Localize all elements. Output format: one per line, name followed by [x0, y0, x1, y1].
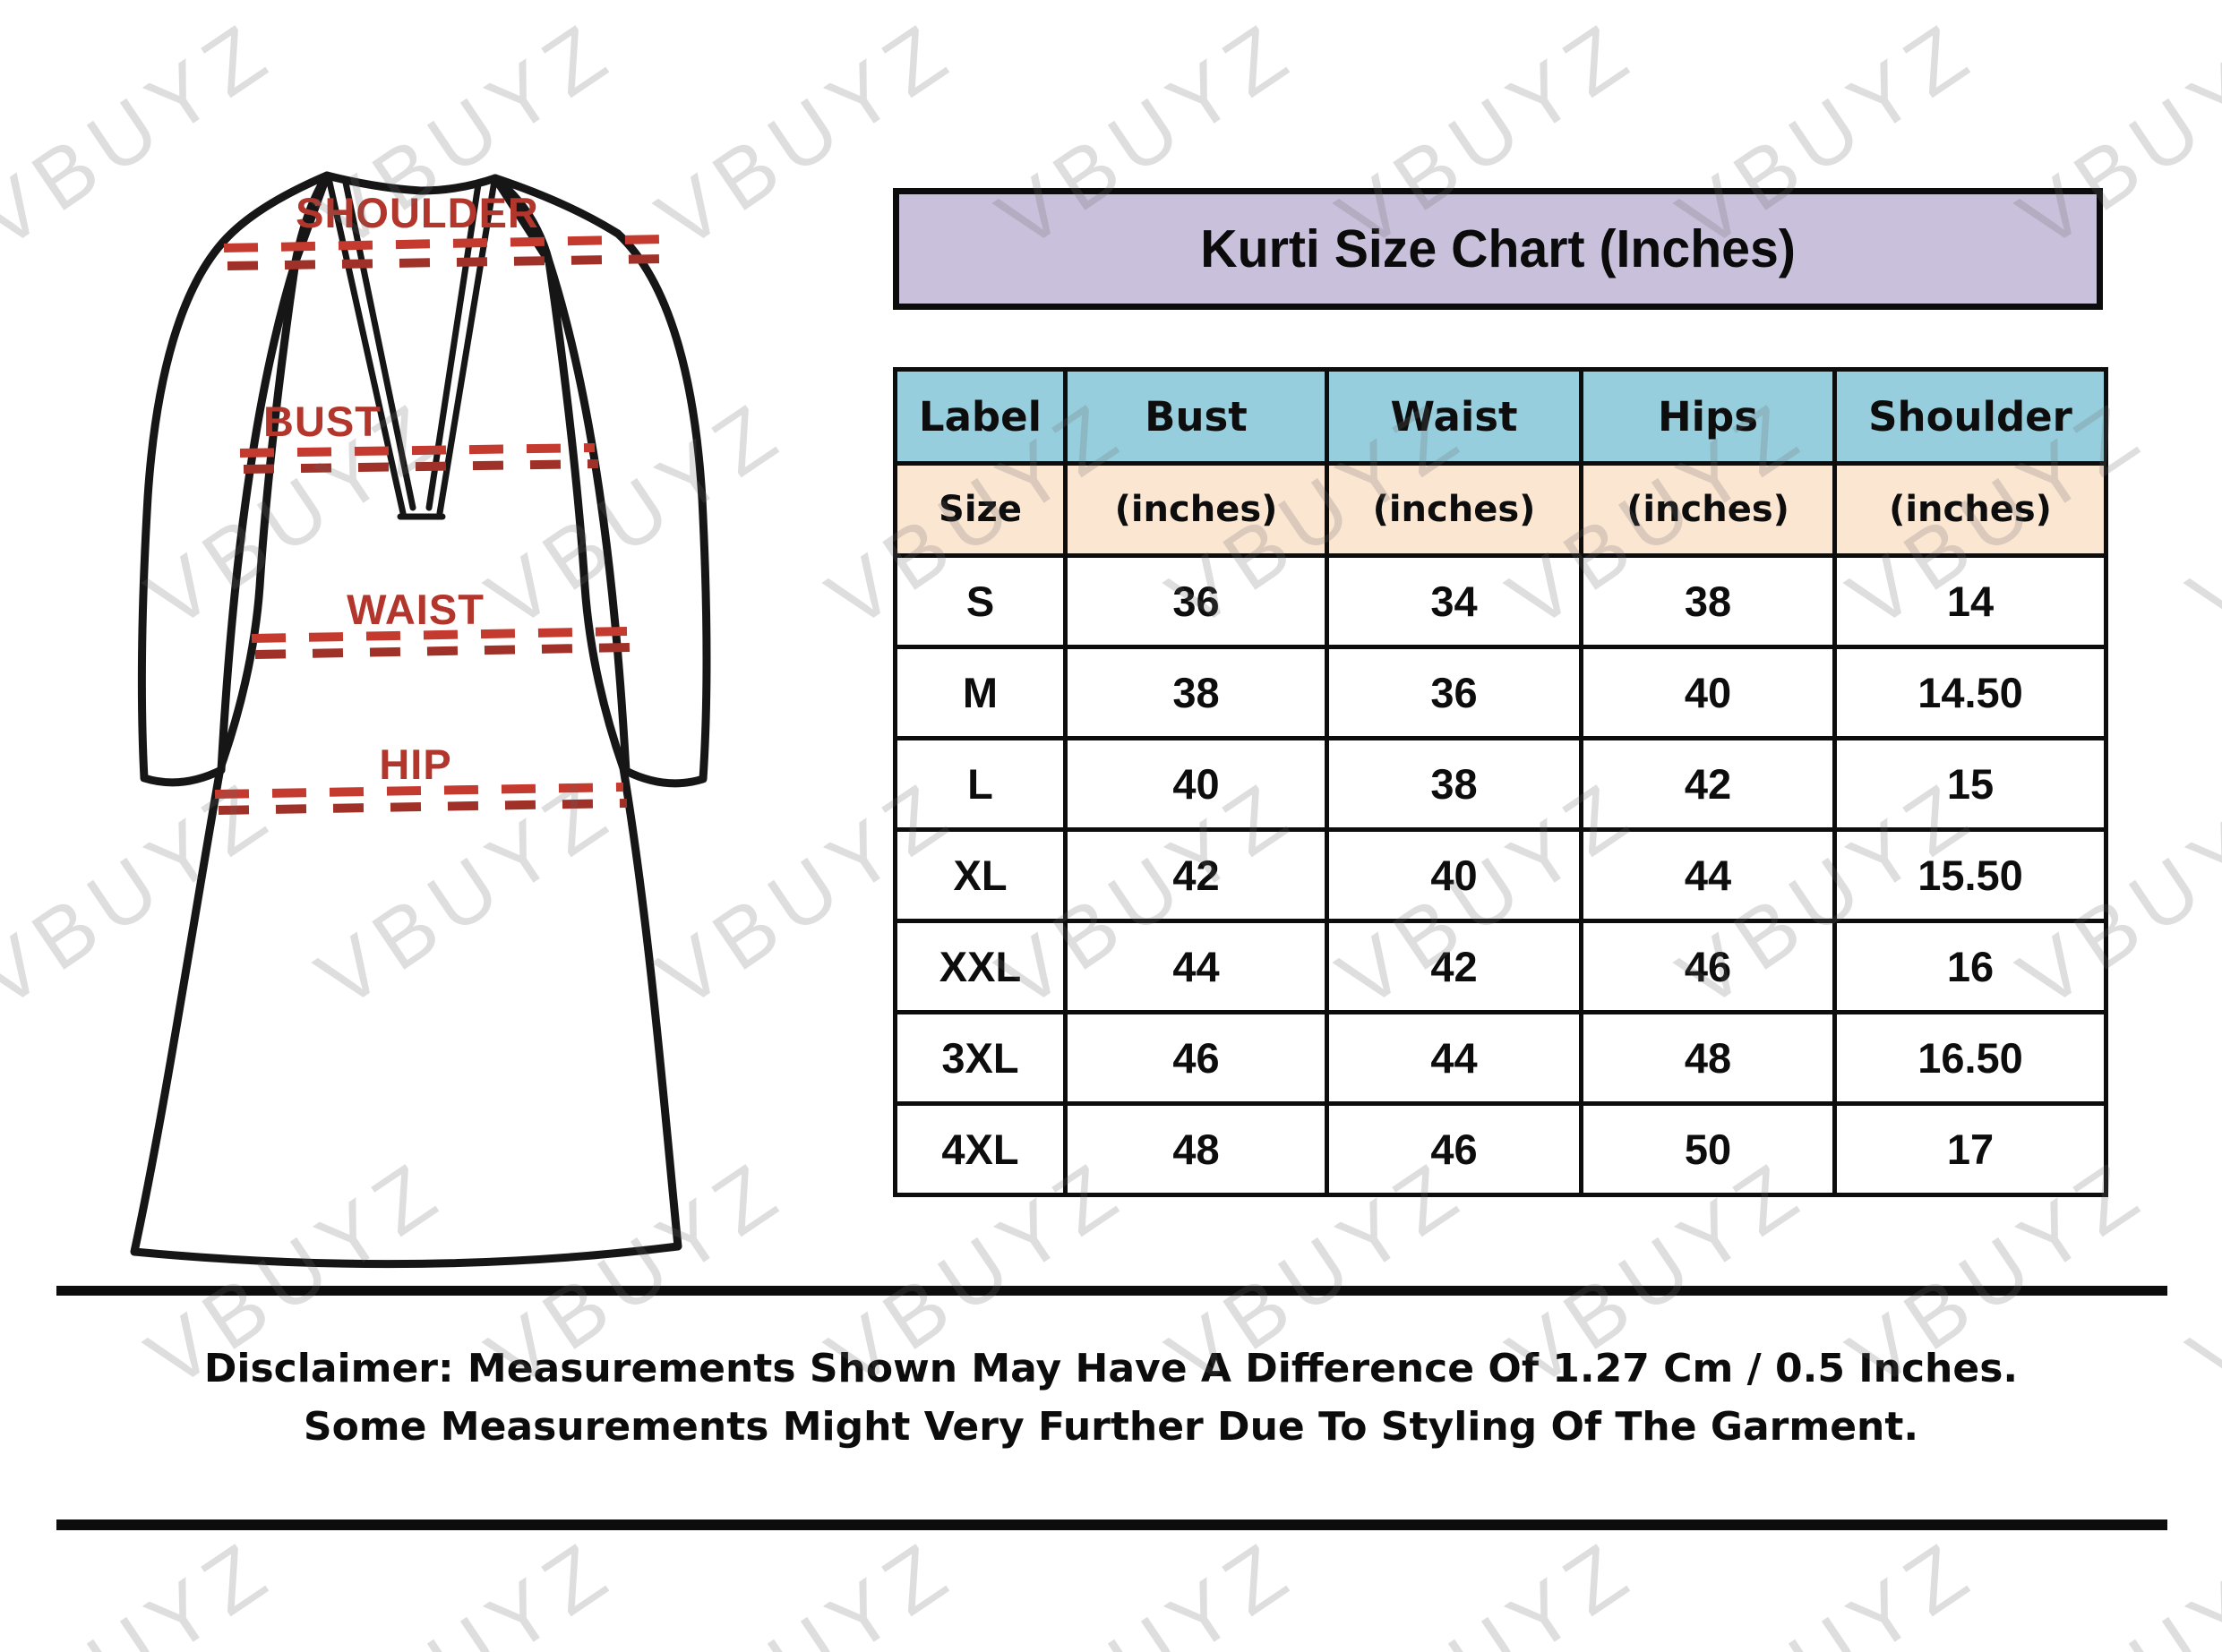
size-table-row: S 36 34 38 14 — [893, 553, 2108, 649]
col-header-shoulder: Shoulder — [1832, 367, 2108, 466]
col-header-label: Label — [893, 367, 1068, 466]
disclaimer-text: Disclaimer: Measurements Shown May Have … — [0, 1340, 2222, 1456]
hips-measurement-cell: 46 — [1579, 919, 1837, 1014]
size-table-row: M 38 36 40 14.50 — [893, 645, 2108, 740]
waist-measurement-cell: 38 — [1325, 736, 1583, 832]
kurti-right-sleeve — [491, 174, 711, 788]
hips-measurement-cell: 44 — [1579, 827, 1837, 923]
waist-measurement-cell: 36 — [1325, 645, 1583, 740]
shoulder-measurement-cell: 14 — [1832, 553, 2108, 649]
waist-measure-line — [251, 627, 631, 659]
subheader-inches-4: (inches) — [1832, 461, 2108, 558]
hips-measurement-cell: 38 — [1579, 553, 1837, 649]
waist-label: WAIST — [347, 586, 485, 633]
waist-measurement-cell: 42 — [1325, 919, 1583, 1014]
kurti-left-sleeve — [137, 171, 331, 787]
size-table-row: 4XL 48 46 50 17 — [893, 1101, 2108, 1197]
bust-measurement-cell: 38 — [1063, 645, 1329, 740]
size-chart-table: Label Bust Waist Hips Shoulder Size (inc… — [893, 367, 2108, 1197]
size-cell: 3XL — [893, 1010, 1068, 1106]
shoulder-measurement-cell: 16 — [1832, 919, 2108, 1014]
hips-measurement-cell: 42 — [1579, 736, 1837, 832]
waist-measurement-cell: 46 — [1325, 1101, 1583, 1197]
col-header-waist: Waist — [1325, 367, 1583, 466]
size-table-row: L 40 38 42 15 — [893, 736, 2108, 832]
size-table-row: XXL 44 42 46 16 — [893, 919, 2108, 1014]
size-cell: XL — [893, 827, 1068, 923]
title-banner: Kurti Size Chart (Inches) — [893, 188, 2103, 310]
hips-measurement-cell: 40 — [1579, 645, 1837, 740]
shoulder-measurement-cell: 16.50 — [1832, 1010, 2108, 1106]
size-table-row: 3XL 46 44 48 16.50 — [893, 1010, 2108, 1106]
divider-line-top — [56, 1286, 2167, 1296]
bust-measure-line — [239, 443, 599, 474]
waist-measurement-cell: 40 — [1325, 827, 1583, 923]
disclaimer-line-2: Some Measurements Might Very Further Due… — [303, 1404, 1919, 1450]
size-cell: S — [893, 553, 1068, 649]
shoulder-measurement-cell: 17 — [1832, 1101, 2108, 1197]
waist-measurement-cell: 44 — [1325, 1010, 1583, 1106]
bust-measurement-cell: 40 — [1063, 736, 1329, 832]
col-header-bust: Bust — [1063, 367, 1329, 466]
bust-measurement-cell: 48 — [1063, 1101, 1329, 1197]
size-cell: L — [893, 736, 1068, 832]
hip-label: HIP — [379, 740, 451, 788]
subheader-size: Size — [893, 461, 1068, 558]
shoulder-label: SHOULDER — [296, 189, 539, 236]
divider-line-bottom — [56, 1519, 2167, 1530]
bust-measurement-cell: 44 — [1063, 919, 1329, 1014]
size-table-row: XL 42 40 44 15.50 — [893, 827, 2108, 923]
subheader-inches-1: (inches) — [1063, 461, 1329, 558]
hips-measurement-cell: 50 — [1579, 1101, 1837, 1197]
shoulder-measurement-cell: 15 — [1832, 736, 2108, 832]
subheader-inches-2: (inches) — [1325, 461, 1583, 558]
disclaimer-line-1: Disclaimer: Measurements Shown May Have … — [203, 1346, 2019, 1391]
shoulder-measurement-cell: 15.50 — [1832, 827, 2108, 923]
page-title: Kurti Size Chart (Inches) — [1200, 219, 1796, 278]
subheader-inches-3: (inches) — [1579, 461, 1837, 558]
size-cell: 4XL — [893, 1101, 1068, 1197]
bust-measurement-cell: 42 — [1063, 827, 1329, 923]
table-header-row: Label Bust Waist Hips Shoulder — [893, 367, 2108, 466]
table-subheader-row: Size (inches) (inches) (inches) (inches) — [893, 461, 2108, 558]
size-cell: XXL — [893, 919, 1068, 1014]
shoulder-measure-line — [223, 235, 667, 270]
waist-measurement-cell: 34 — [1325, 553, 1583, 649]
hips-measurement-cell: 48 — [1579, 1010, 1837, 1106]
bust-measurement-cell: 36 — [1063, 553, 1329, 649]
col-header-hips: Hips — [1579, 367, 1837, 466]
shoulder-measurement-cell: 14.50 — [1832, 645, 2108, 740]
hip-measure-line — [214, 783, 628, 815]
bust-measurement-cell: 46 — [1063, 1010, 1329, 1106]
size-cell: M — [893, 645, 1068, 740]
bust-label: BUST — [263, 398, 382, 445]
